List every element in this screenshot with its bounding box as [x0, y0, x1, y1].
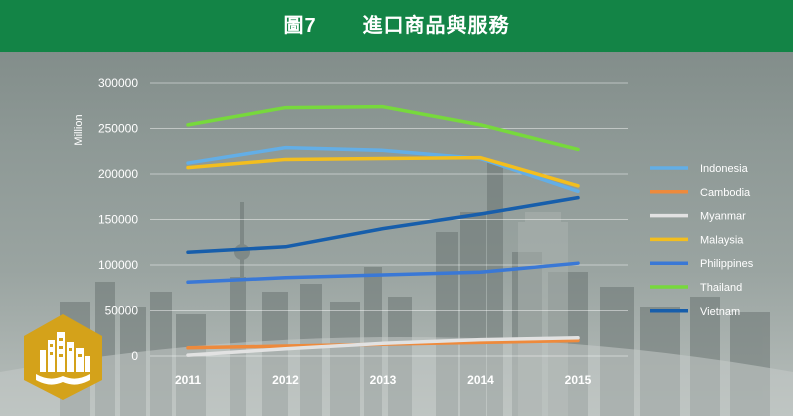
legend-label: Thailand	[700, 282, 742, 294]
series-line-myanmar	[186, 336, 580, 357]
x-tick-label: 2013	[370, 373, 397, 387]
line-chart: 300000 250000 200000 150000 100000 50000 0 201…	[73, 76, 754, 387]
y-axis-ticks: 300000 250000 200000 150000 100000 50000 0	[98, 76, 138, 363]
legend-label: Indonesia	[700, 163, 749, 175]
legend-label: Vietnam	[700, 306, 740, 318]
page-title: 圖7 進口商品與服務	[283, 15, 510, 37]
y-tick-label: 200000	[98, 167, 138, 181]
series-line-thailand	[186, 104, 580, 152]
series-line-philippines	[186, 261, 580, 285]
header-bar: 圖7 進口商品與服務	[0, 0, 793, 52]
x-tick-label: 2015	[565, 373, 592, 387]
legend-label: Myanmar	[700, 211, 746, 223]
x-axis-ticks: 2011 2012 2013 2014 2015	[175, 373, 592, 387]
legend-label: Philippines	[700, 258, 754, 270]
gridlines	[150, 82, 628, 357]
y-axis-label: Million	[73, 114, 85, 145]
series-lines	[186, 104, 580, 357]
y-tick-label: 150000	[98, 213, 138, 227]
x-tick-label: 2011	[175, 373, 201, 387]
y-tick-label: 100000	[98, 258, 138, 272]
y-tick-label: 300000	[98, 76, 138, 90]
city-book-logo-icon	[24, 314, 102, 400]
legend-label: Cambodia	[700, 187, 751, 199]
series-line-malaysia	[186, 155, 580, 188]
legend: Indonesia Cambodia Myanmar Malaysia Philippi…	[650, 163, 754, 318]
series-line-vietnam	[186, 195, 580, 255]
x-tick-label: 2014	[467, 373, 494, 387]
x-tick-label: 2012	[272, 373, 299, 387]
legend-label: Malaysia	[700, 234, 744, 246]
y-tick-label: 0	[131, 349, 138, 363]
series-line-indonesia	[186, 145, 580, 194]
y-tick-label: 50000	[105, 304, 139, 318]
y-tick-label: 250000	[98, 122, 138, 136]
